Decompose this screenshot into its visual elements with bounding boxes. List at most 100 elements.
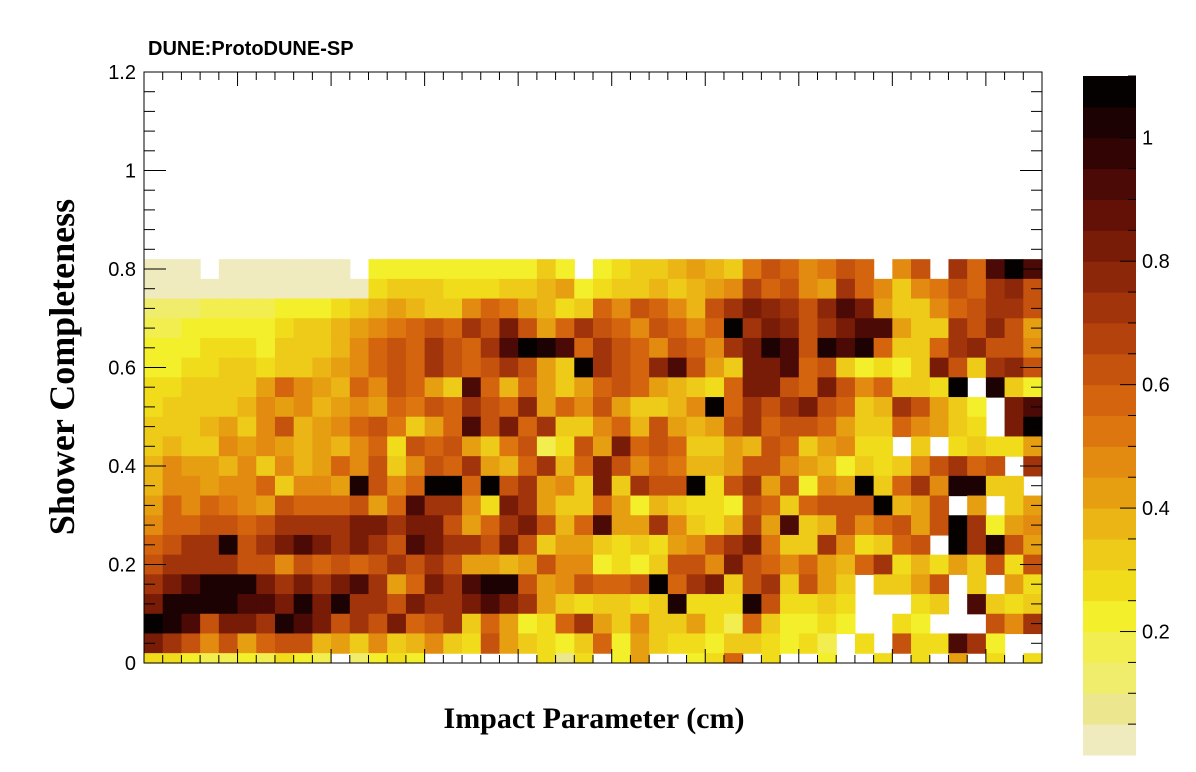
heatmap-cell — [499, 594, 519, 615]
heatmap-cell — [312, 436, 332, 457]
heatmap-cell — [929, 377, 950, 398]
heatmap-cell — [555, 456, 575, 477]
heatmap-cell — [817, 278, 837, 300]
heatmap-cell — [218, 534, 239, 556]
heatmap-cell — [892, 456, 912, 477]
heatmap-cell — [892, 357, 912, 378]
heatmap-cell — [892, 475, 912, 497]
heatmap-cell — [331, 318, 351, 339]
heatmap-cell — [723, 456, 744, 477]
heatmap-cell — [985, 436, 1006, 457]
heatmap-cell — [929, 397, 950, 418]
heatmap-cell — [499, 337, 519, 359]
heatmap-cell — [967, 534, 987, 556]
heatmap-cell — [331, 397, 351, 418]
heatmap-cell — [780, 259, 800, 280]
heatmap-cell — [462, 278, 482, 300]
heatmap-cell — [761, 416, 781, 438]
heatmap-cell — [499, 515, 519, 536]
heatmap-cell — [405, 357, 426, 378]
heatmap-cell — [798, 534, 819, 556]
heatmap-cell — [686, 436, 706, 457]
heatmap-cell — [667, 298, 688, 319]
heatmap-cell — [630, 515, 650, 536]
heatmap-cell — [555, 278, 575, 300]
heatmap-cell — [929, 337, 950, 359]
heatmap-cell — [723, 554, 744, 575]
heatmap-cell — [817, 318, 837, 339]
heatmap-cell — [200, 515, 220, 536]
heatmap-cell — [200, 397, 220, 418]
heatmap-cell — [181, 495, 201, 516]
heatmap-cell — [274, 574, 295, 595]
heatmap-cell — [555, 554, 575, 575]
heatmap-cell — [761, 278, 781, 300]
colorbar-swatch — [1083, 353, 1136, 386]
heatmap-cell — [948, 357, 968, 378]
heatmap-cell — [630, 337, 650, 359]
heatmap-cell — [817, 475, 837, 497]
heatmap-cell — [742, 534, 762, 556]
heatmap-cell — [555, 594, 575, 615]
heatmap-cell — [312, 534, 332, 556]
heatmap-cell — [836, 259, 856, 280]
heatmap-cell — [742, 475, 762, 497]
heatmap-cell — [480, 574, 501, 595]
heatmap-cell — [1004, 594, 1024, 615]
heatmap-cell — [274, 357, 295, 378]
heatmap-cell — [555, 416, 575, 438]
heatmap-cell — [593, 613, 613, 635]
heatmap-cell — [462, 377, 482, 398]
colorbar-swatch — [1083, 662, 1136, 694]
colorbar-swatch — [1083, 693, 1136, 725]
heatmap-cell — [443, 495, 463, 516]
heatmap-cell — [162, 377, 183, 398]
heatmap-cell — [518, 475, 538, 497]
heatmap-cell — [480, 298, 501, 319]
heatmap-cell — [593, 278, 613, 300]
heatmap-cell — [237, 357, 257, 378]
heatmap-cell — [256, 397, 276, 418]
heatmap-cell — [873, 534, 893, 556]
heatmap-cell — [574, 475, 594, 497]
heatmap-cell — [686, 534, 706, 556]
x-axis — [143, 72, 1043, 663]
colorbar-swatch — [1083, 446, 1136, 478]
heatmap-cell — [368, 495, 388, 516]
heatmap-cell — [630, 613, 650, 635]
heatmap-cell — [761, 495, 781, 516]
heatmap-cell — [424, 515, 444, 536]
heatmap-cell — [611, 653, 632, 664]
heatmap-cell — [555, 377, 575, 398]
heatmap-cell — [593, 475, 613, 497]
heatmap-cell — [181, 456, 201, 477]
heatmap-cell — [817, 337, 837, 359]
colorbar-tick-label: 0.4 — [1142, 498, 1170, 520]
heatmap-cell — [499, 318, 519, 339]
heatmap-cell — [892, 259, 912, 280]
heatmap-cell — [1004, 259, 1024, 280]
heatmap-cell — [892, 397, 912, 418]
heatmap-cell — [761, 298, 781, 319]
heatmap-cell — [443, 633, 463, 654]
heatmap-cell — [780, 613, 800, 635]
heatmap-cell — [611, 495, 632, 516]
heatmap-cell — [911, 574, 931, 595]
heatmap-cell — [611, 475, 632, 497]
heatmap-cell — [181, 633, 201, 654]
heatmap-cell — [1004, 574, 1024, 595]
heatmap-cell — [686, 554, 706, 575]
heatmap-cell — [162, 613, 183, 635]
heatmap-cell — [574, 534, 594, 556]
heatmap-cell — [462, 416, 482, 438]
heatmap-cell — [256, 495, 276, 516]
heatmap-cell — [368, 594, 388, 615]
heatmap-cell — [331, 278, 351, 300]
heatmap-cell — [293, 574, 313, 595]
colorbar-swatch — [1083, 631, 1136, 663]
heatmap-cell — [686, 318, 706, 339]
heatmap-cell — [929, 298, 950, 319]
heatmap-cell — [574, 318, 594, 339]
heatmap-cell — [237, 574, 257, 595]
heatmap-cell — [499, 416, 519, 438]
